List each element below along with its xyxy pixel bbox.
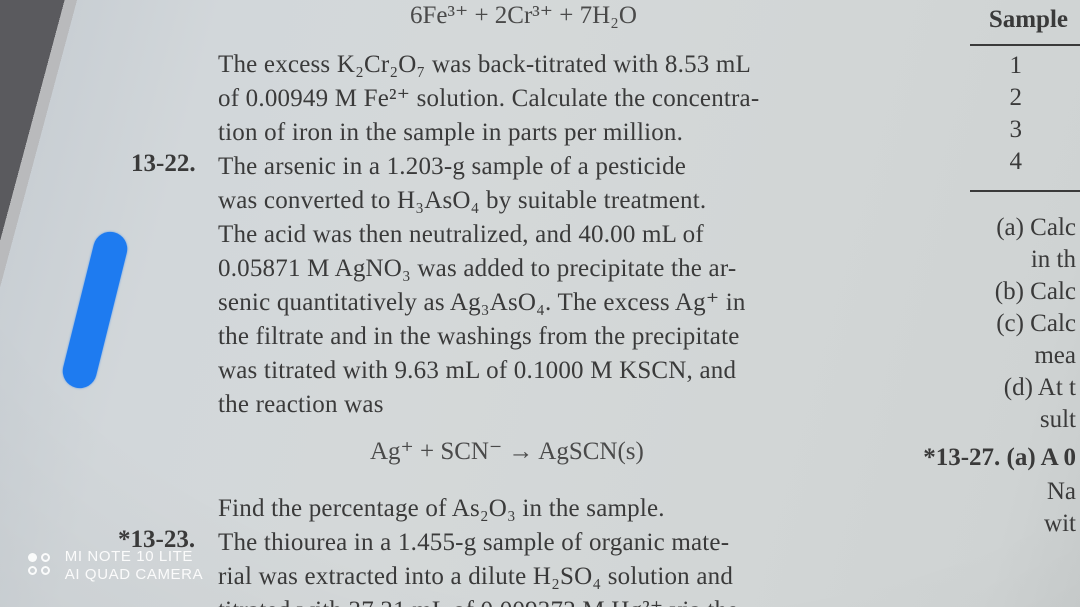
- camera-watermark: MI NOTE 10 LITE AI QUAD CAMERA: [28, 548, 203, 586]
- right-col-next-line-2: wit: [1044, 510, 1076, 538]
- right-col-num-2: 2: [1010, 84, 1023, 112]
- prev-para-line-2: of 0.00949 M Fe²⁺ solution. Calculate th…: [218, 82, 759, 116]
- p13-22-line-3: The acid was then neutralized, and 40.00…: [218, 218, 704, 252]
- right-col-rule-top: [970, 44, 1080, 46]
- right-col-item-c: (c) Calc: [996, 310, 1076, 338]
- p13-22-line-7: was titrated with 9.63 mL of 0.1000 M KS…: [218, 354, 736, 388]
- right-col-next-problem: *13-27. (a) A 0: [923, 444, 1076, 472]
- right-col-num-4: 4: [1010, 148, 1023, 176]
- problem-number-13-22: 13-22.: [131, 150, 196, 178]
- textbook-page-photo: 6Fe³⁺ + 2Cr³⁺ + 7H₂O The excess K₂Cr₂O₇ …: [0, 0, 1080, 607]
- p13-22-line-1: The arsenic in a 1.203-g sample of a pes…: [218, 150, 686, 184]
- p13-23-line-3: titrated with 37.31 mL of 0.009372 M Hg²…: [218, 594, 738, 607]
- right-col-header: Sample: [989, 6, 1068, 34]
- right-col-item-a2: in th: [1031, 246, 1076, 274]
- right-col-item-d2: sult: [1040, 406, 1076, 434]
- equation-agscn: Ag⁺ + SCN⁻ → AgSCN(s): [370, 436, 644, 466]
- blue-highlight-marker: [59, 228, 131, 391]
- quad-camera-icon: [28, 553, 54, 579]
- watermark-line-2: AI QUAD CAMERA: [65, 566, 203, 585]
- p13-22-line-8: the reaction was: [218, 388, 384, 422]
- right-col-num-3: 3: [1010, 116, 1023, 144]
- p13-22-closing: Find the percentage of As₂O₃ in the samp…: [218, 492, 665, 526]
- right-col-item-d: (d) At t: [1004, 374, 1076, 402]
- right-col-next-line-1: Na: [1047, 478, 1076, 506]
- prev-para-line-3: tion of iron in the sample in parts per …: [218, 116, 683, 150]
- right-col-rule-bottom: [970, 190, 1080, 192]
- right-col-item-c2: mea: [1034, 342, 1076, 370]
- right-col-num-1: 1: [1010, 52, 1023, 80]
- watermark-line-1: MI NOTE 10 LITE: [65, 548, 203, 567]
- p13-23-line-1: The thiourea in a 1.455-g sample of orga…: [218, 526, 729, 560]
- p13-22-line-6: the filtrate and in the washings from th…: [218, 320, 740, 354]
- p13-23-line-2: rial was extracted into a dilute H₂SO₄ s…: [218, 560, 733, 594]
- right-col-item-a: (a) Calc: [996, 214, 1076, 242]
- prev-para-line-1: The excess K₂Cr₂O₇ was back-titrated wit…: [218, 48, 751, 82]
- p13-22-line-4: 0.05871 M AgNO₃ was added to precipitate…: [218, 252, 736, 286]
- right-col-item-b: (b) Calc: [995, 278, 1076, 306]
- p13-22-line-2: was converted to H₃AsO₄ by suitable trea…: [218, 184, 706, 218]
- p13-22-line-5: senic quantitatively as Ag₃AsO₄. The exc…: [218, 286, 746, 320]
- equation-top-fragment: 6Fe³⁺ + 2Cr³⁺ + 7H₂O: [410, 0, 637, 30]
